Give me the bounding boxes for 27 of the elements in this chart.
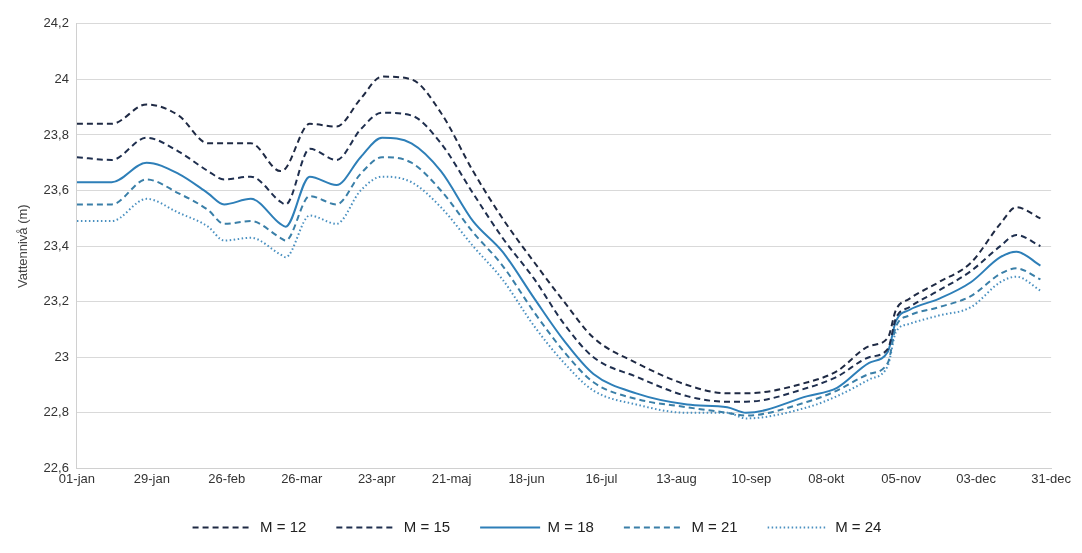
x-tick-label: 10-sep xyxy=(731,470,772,486)
x-tick-label: 08-okt xyxy=(808,470,845,486)
x-tick-label: 16-jul xyxy=(585,470,618,486)
x-tick-label: 03-dec xyxy=(956,470,997,486)
x-tick-label: 26-mar xyxy=(281,470,323,486)
x-tick-label: 05-nov xyxy=(881,470,922,486)
y-tick-label: 24 xyxy=(54,70,69,86)
legend-label: M = 24 xyxy=(835,517,882,535)
y-tick-label: 23 xyxy=(54,348,69,364)
x-tick-label: 31-dec xyxy=(1031,470,1072,486)
legend-label: M = 21 xyxy=(691,517,738,535)
y-tick-label: 24,2 xyxy=(43,15,69,31)
x-tick-label: 13-aug xyxy=(656,470,697,486)
y-axis-title: Vattennivå (m) xyxy=(15,204,31,288)
x-tick-label: 29-jan xyxy=(133,470,170,486)
y-tick-label: 23,4 xyxy=(43,237,69,253)
legend-label: M = 12 xyxy=(260,517,307,535)
y-tick-label: 23,8 xyxy=(43,126,69,142)
x-tick-label: 21-maj xyxy=(431,470,472,486)
legend-label: M = 15 xyxy=(403,517,451,535)
y-tick-label: 23,6 xyxy=(43,182,69,198)
x-tick-label: 23-apr xyxy=(357,470,397,486)
legend-label: M = 18 xyxy=(547,517,594,535)
y-tick-label: 23,2 xyxy=(43,293,69,309)
y-tick-label: 22,8 xyxy=(43,404,69,420)
x-tick-label: 18-jun xyxy=(508,470,545,486)
x-tick-label: 26-feb xyxy=(208,470,246,486)
